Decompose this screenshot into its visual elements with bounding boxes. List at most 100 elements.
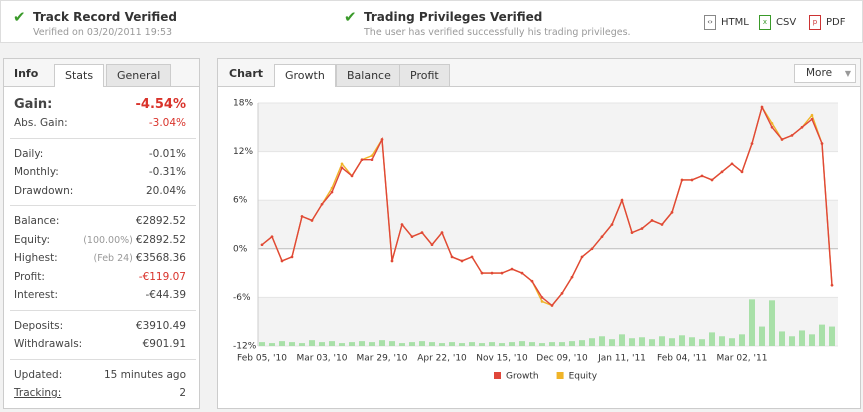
download-link[interactable]: HTML (721, 17, 749, 28)
point (270, 235, 274, 238)
volume-bar (379, 340, 385, 346)
volume-bar (369, 342, 375, 346)
point (610, 223, 614, 226)
volume-bar (339, 343, 345, 346)
volume-bar (749, 299, 755, 346)
grid-band (258, 200, 838, 249)
stat-row: Updated: 15 minutes ago (14, 369, 186, 387)
separator (10, 205, 196, 206)
volume-bar (729, 338, 735, 346)
stat-row: Daily: -0.01% (14, 148, 186, 166)
stat-row: Balance: €2892.52 (14, 215, 186, 233)
volume-bar (329, 341, 335, 346)
x-tick-label: Nov 15, '10 (476, 354, 528, 364)
point (620, 198, 624, 202)
stat-row: Withdrawals: €901.91 (14, 338, 186, 356)
volume-bar (499, 343, 505, 346)
point (740, 170, 744, 174)
volume-bar (689, 337, 695, 346)
volume-bar (669, 338, 675, 346)
point (550, 304, 554, 307)
point (470, 255, 474, 259)
stat-value: €901.91 (143, 338, 186, 350)
point (290, 255, 294, 259)
more-dropdown[interactable]: More ▼ (794, 64, 856, 83)
volume-bar (389, 341, 395, 346)
y-tick-label: 6% (233, 196, 248, 206)
more-label: More (806, 67, 833, 79)
stat-value: -0.01% (149, 148, 186, 160)
volume-bar (489, 342, 495, 346)
stat-value: 2 (179, 387, 186, 399)
legend-swatch (556, 372, 564, 379)
volume-bar (569, 341, 575, 346)
point (370, 158, 374, 161)
x-tick-label: Mar 03, '10 (297, 354, 348, 364)
stat-row: Deposits: €3910.49 (14, 320, 186, 338)
tab[interactable]: Balance (336, 64, 402, 86)
volume-bar (619, 334, 625, 346)
point (540, 296, 544, 299)
stat-label: Monthly: (14, 166, 59, 178)
stat-row: Profit: -€119.07 (14, 271, 186, 289)
point (360, 158, 364, 161)
stat-value-text: -0.31% (148, 166, 186, 178)
volume-bar (679, 335, 685, 346)
point (350, 174, 354, 178)
point (510, 267, 514, 271)
point (750, 142, 754, 145)
point (570, 275, 574, 279)
point (370, 154, 374, 157)
stat-label: Deposits: (14, 319, 64, 332)
volume-bar (599, 336, 605, 346)
download-link[interactable]: CSV (776, 17, 797, 28)
point (630, 231, 634, 234)
stat-label: Balance: (14, 215, 60, 227)
stat-value: 20.04% (146, 185, 186, 197)
volume-bar (809, 334, 815, 346)
y-tick-label: -12% (233, 342, 257, 352)
volume-bar (289, 342, 295, 346)
volume-bar (359, 341, 365, 346)
download-link[interactable]: PDF (826, 17, 846, 28)
x-tick-label: Dec 09, '10 (536, 354, 588, 364)
tracking-link[interactable]: Tracking: (14, 387, 62, 399)
point (460, 259, 464, 263)
point (700, 174, 704, 178)
stat-row: Tracking: 2 (14, 387, 186, 405)
x-tick-label: Feb 05, '10 (237, 354, 287, 364)
point (340, 166, 344, 170)
volume-bar (579, 340, 585, 346)
volume-bar (559, 342, 565, 346)
tab[interactable]: Stats (54, 64, 105, 87)
volume-bar (519, 341, 525, 346)
volume-bar (349, 342, 355, 346)
volume-bar (609, 339, 615, 346)
point (710, 178, 714, 182)
volume-bar (759, 326, 765, 346)
point (330, 190, 334, 194)
verified-title: Track Record Verified (33, 10, 177, 24)
volume-bar (479, 343, 485, 346)
tab[interactable]: Growth (274, 64, 336, 87)
html-icon: ‹› (704, 15, 716, 30)
panel-title: Info (14, 67, 39, 80)
tab[interactable]: Profit (399, 64, 450, 86)
point (770, 126, 774, 129)
stat-row: Gain: -4.54% (14, 97, 186, 115)
volume-bar (799, 330, 805, 346)
point (790, 134, 794, 137)
point (670, 211, 674, 214)
point (320, 202, 324, 206)
volume-bar (819, 324, 825, 346)
stat-value-text: 15 minutes ago (103, 368, 186, 381)
verified-title: Trading Privileges Verified (364, 10, 543, 24)
x-tick-label: Feb 04, '11 (657, 354, 707, 364)
tab[interactable]: General (106, 64, 172, 86)
stat-row: Drawdown: 20.04% (14, 185, 186, 203)
legend-label: Growth (506, 372, 539, 382)
grid-band (258, 103, 838, 152)
y-tick-label: 0% (233, 244, 248, 254)
